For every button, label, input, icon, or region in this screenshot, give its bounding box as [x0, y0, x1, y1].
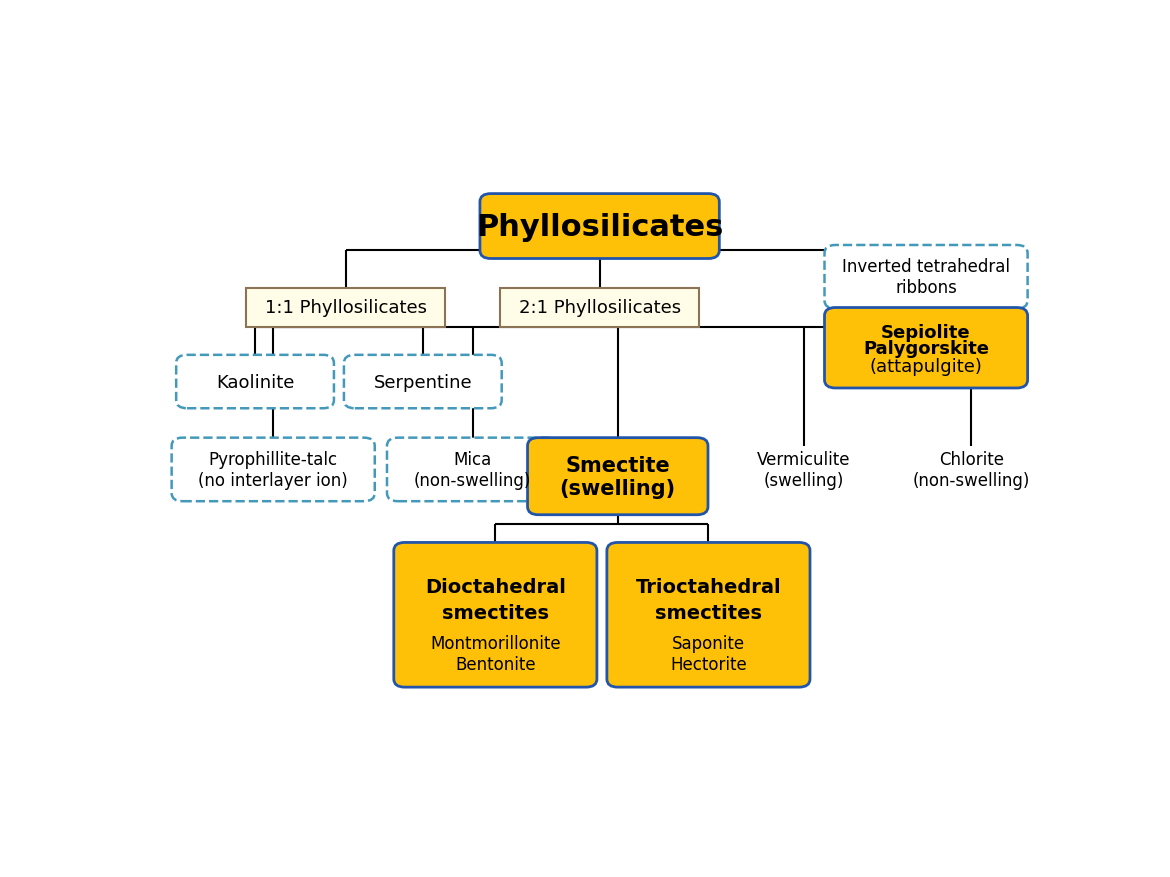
Text: Inverted tetrahedral
ribbons: Inverted tetrahedral ribbons	[842, 258, 1010, 296]
Text: 2:1 Phyllosilicates: 2:1 Phyllosilicates	[518, 299, 681, 317]
FancyBboxPatch shape	[177, 355, 333, 409]
Text: Smectite
(swelling): Smectite (swelling)	[559, 455, 676, 498]
Text: Palygorskite: Palygorskite	[863, 339, 989, 357]
FancyBboxPatch shape	[480, 195, 720, 260]
Text: Chlorite
(non-swelling): Chlorite (non-swelling)	[913, 451, 1030, 489]
FancyBboxPatch shape	[246, 289, 446, 327]
FancyBboxPatch shape	[172, 438, 374, 502]
FancyBboxPatch shape	[387, 438, 558, 502]
Text: Sepiolite: Sepiolite	[881, 324, 971, 341]
Text: Mica
(non-swelling): Mica (non-swelling)	[414, 451, 531, 489]
Text: smectites: smectites	[442, 603, 549, 622]
Text: Dioctahedral: Dioctahedral	[425, 577, 566, 596]
Text: Saponite: Saponite	[672, 634, 745, 652]
FancyBboxPatch shape	[825, 246, 1027, 310]
Text: Trioctahedral: Trioctahedral	[635, 577, 782, 596]
Text: Serpentine: Serpentine	[373, 373, 473, 391]
FancyBboxPatch shape	[825, 308, 1027, 389]
Text: Pyrophillite-talc
(no interlayer ion): Pyrophillite-talc (no interlayer ion)	[199, 451, 347, 489]
Text: Hectorite: Hectorite	[670, 655, 746, 673]
Text: Bentonite: Bentonite	[455, 655, 536, 673]
Text: 1:1 Phyllosilicates: 1:1 Phyllosilicates	[264, 299, 427, 317]
FancyBboxPatch shape	[394, 543, 597, 688]
FancyBboxPatch shape	[344, 355, 502, 409]
Text: Kaolinite: Kaolinite	[216, 373, 294, 391]
FancyBboxPatch shape	[528, 438, 708, 515]
Text: Vermiculite
(swelling): Vermiculite (swelling)	[757, 451, 851, 489]
Text: Phyllosilicates: Phyllosilicates	[476, 212, 723, 241]
Text: Montmorillonite: Montmorillonite	[431, 634, 560, 652]
FancyBboxPatch shape	[500, 289, 700, 327]
Text: (attapulgite): (attapulgite)	[869, 357, 983, 375]
Text: smectites: smectites	[655, 603, 762, 622]
FancyBboxPatch shape	[607, 543, 810, 688]
